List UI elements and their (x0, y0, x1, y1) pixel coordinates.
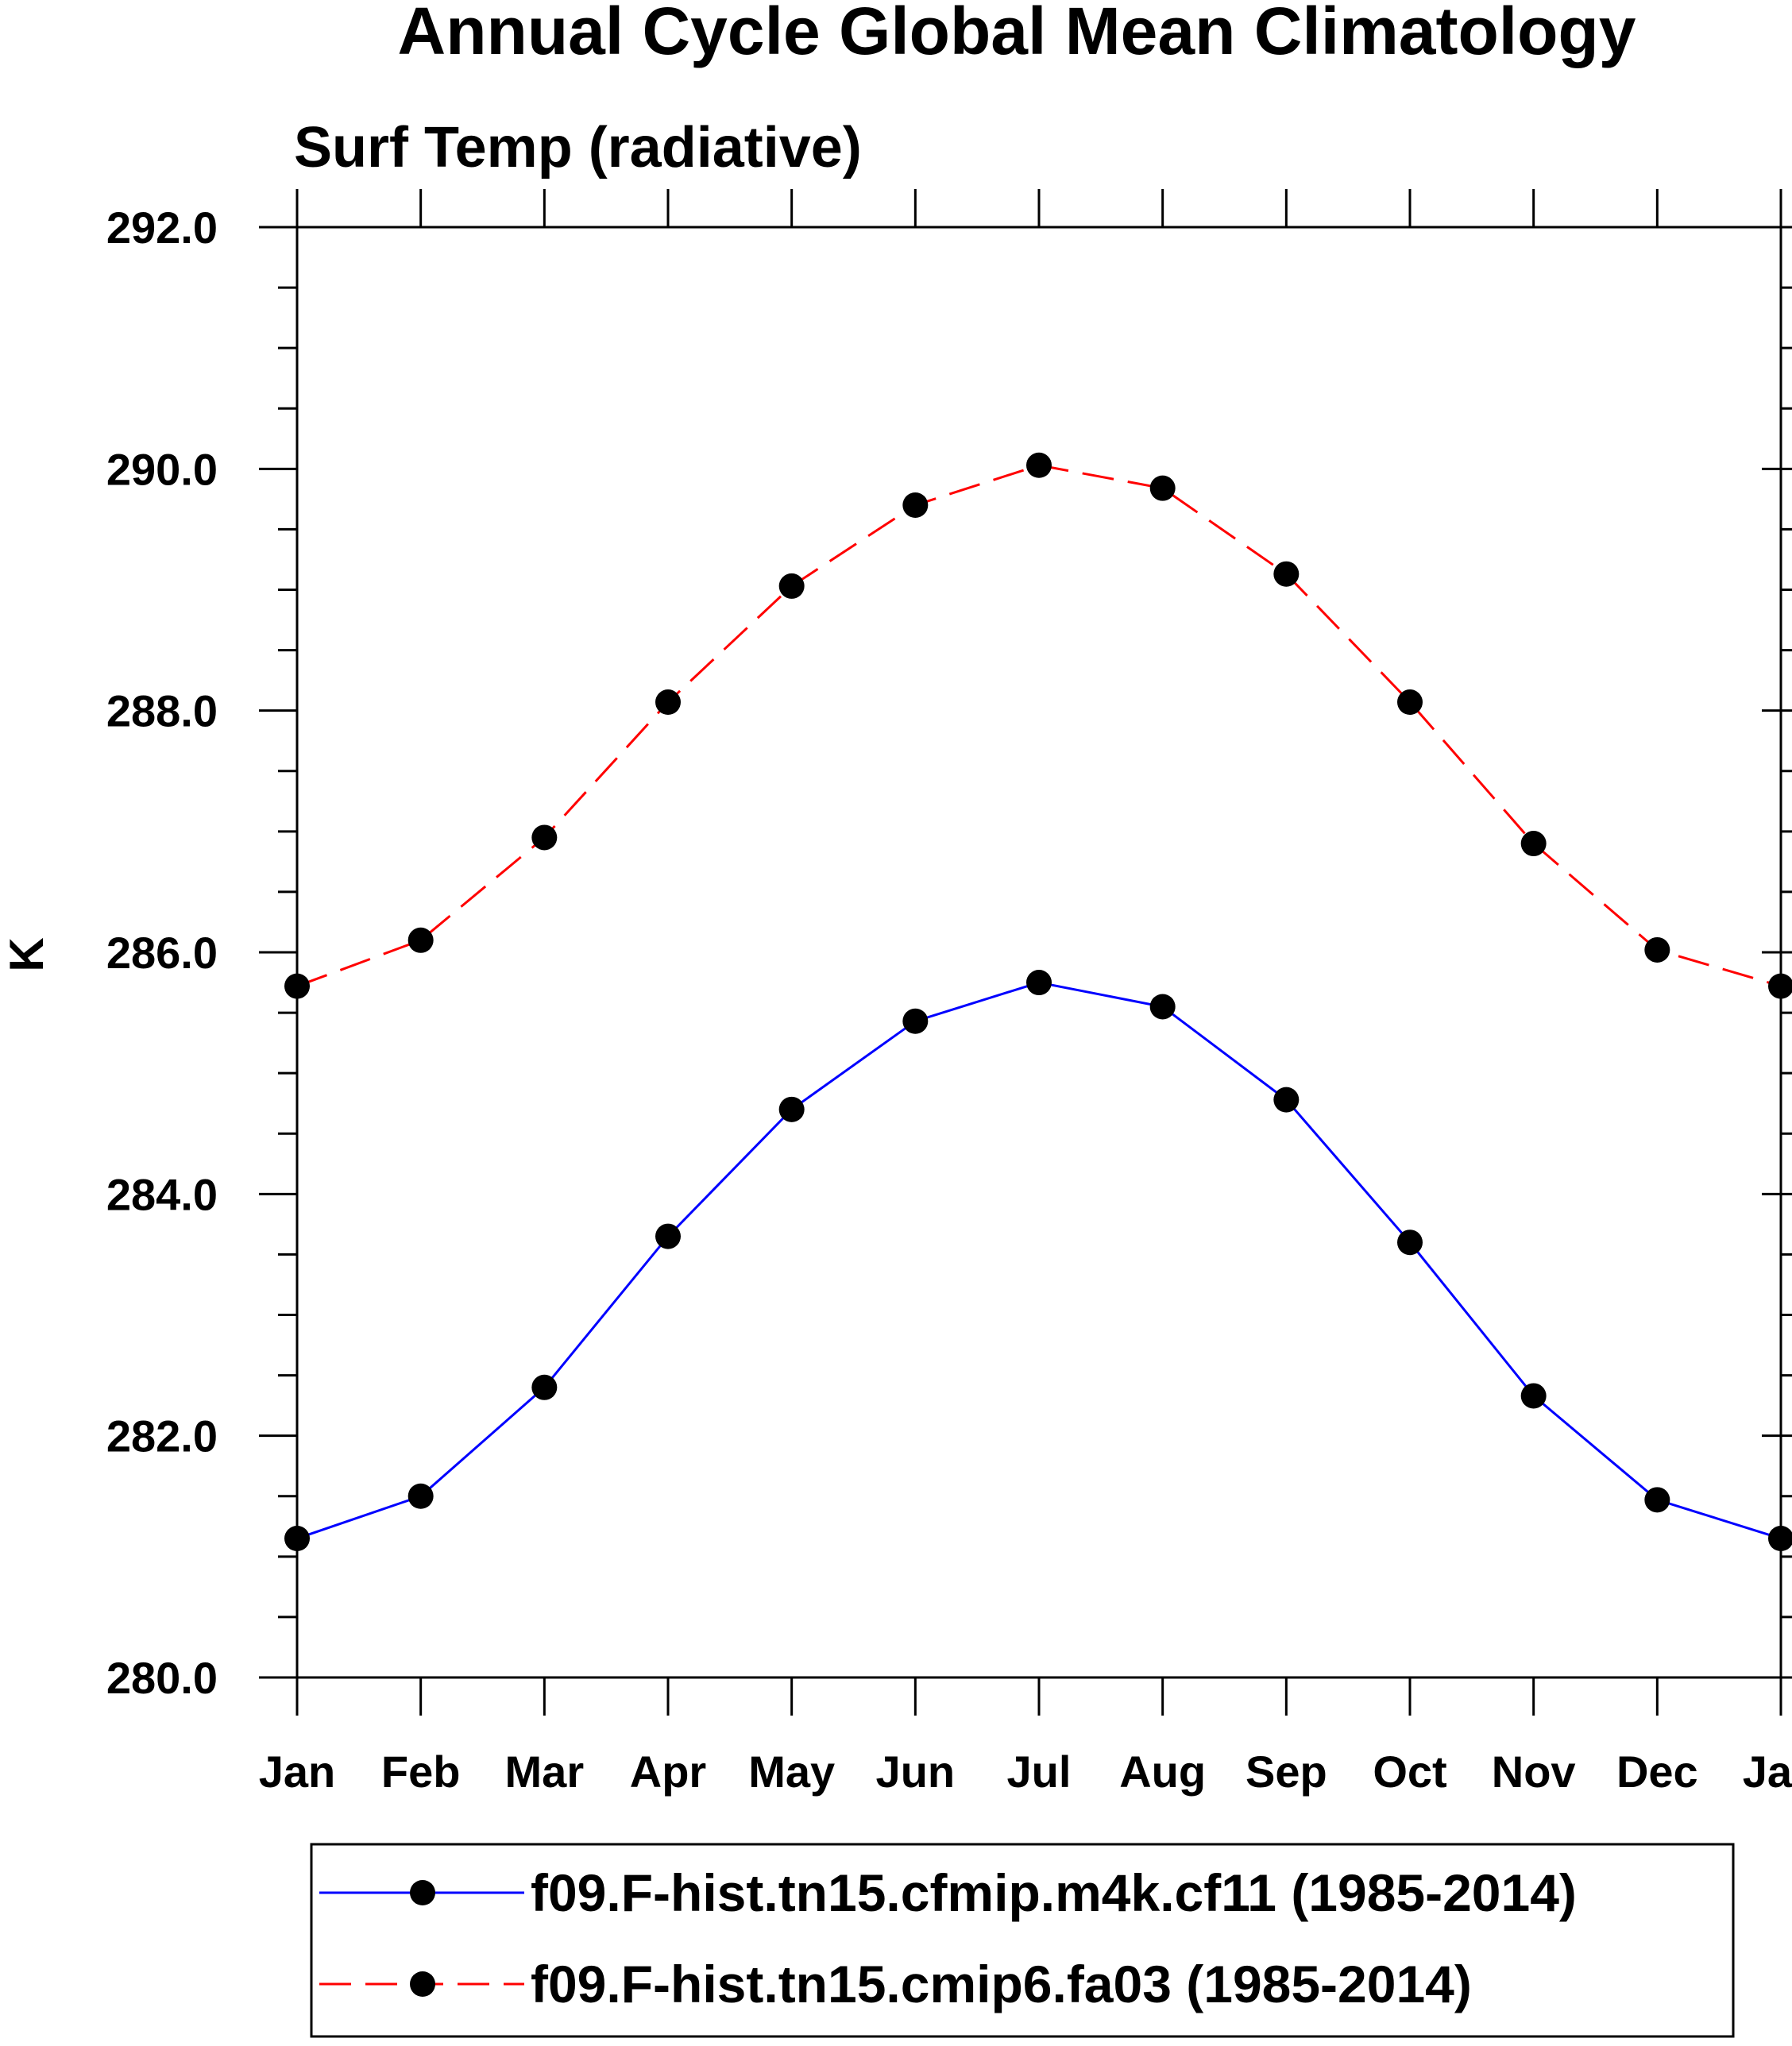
x-tick-label: Jul (1007, 1747, 1072, 1797)
x-tick-label: Nov (1492, 1747, 1576, 1797)
series-2-point (407, 927, 434, 953)
series-1-point (531, 1374, 558, 1400)
legend-label-2: f09.F-hist.tn15.cmip6.fa03 (1985-2014) (531, 1955, 1472, 2013)
x-tick-label: Dec (1616, 1747, 1698, 1797)
series-1-point (778, 1096, 805, 1122)
x-tick-label: Mar (505, 1747, 585, 1797)
series-1-point (1026, 970, 1052, 996)
series-1-point (1644, 1487, 1670, 1513)
series-line-1 (296, 981, 1782, 1540)
x-tick-label: Aug (1119, 1747, 1206, 1797)
series-2-point (778, 573, 805, 599)
x-tick-label: Feb (381, 1747, 461, 1797)
series-2-point (1149, 475, 1176, 501)
plot-frame (295, 226, 1782, 1679)
series-2-point (531, 824, 558, 851)
series-layer (284, 452, 1792, 1552)
series-line-2 (296, 464, 1782, 988)
series-1-point (1520, 1383, 1547, 1409)
series-2-point (1644, 936, 1670, 963)
series-2-point (1273, 561, 1300, 587)
y-tick-label: 284.0 (106, 1169, 218, 1219)
series-1-point (1273, 1087, 1300, 1113)
legend-label-1: f09.F-hist.tn15.cfmip.m4k.cf11 (1985-201… (531, 1863, 1577, 1922)
x-tick-label: Jan (259, 1747, 336, 1797)
legend-marker-2 (410, 1971, 435, 1997)
x-tick-label: May (748, 1747, 835, 1797)
series-1-point (1397, 1230, 1423, 1256)
x-tick-label: Apr (630, 1747, 706, 1797)
series-1-point (902, 1008, 929, 1034)
chart-title: Annual Cycle Global Mean Climatology (398, 0, 1636, 68)
y-tick-label: 286.0 (106, 928, 218, 978)
y-axis-label: K (0, 937, 53, 971)
series-2-point (902, 492, 929, 518)
y-tick-label: 282.0 (106, 1411, 218, 1461)
x-tick-label: Oct (1373, 1747, 1446, 1797)
x-tick-label: Sep (1246, 1747, 1327, 1797)
series-1-point (1149, 994, 1176, 1020)
series-1-point (407, 1483, 434, 1509)
legend-box (310, 1843, 1735, 2038)
series-2-point (655, 689, 681, 716)
ticks-layer: 280.0 282.0 284.0 286.0 288.0 290.0 292.0 Jan Fe… (106, 189, 1792, 1797)
legend-marker-1 (410, 1880, 435, 1905)
series-2-point (1026, 452, 1052, 478)
x-tick-label: Jan (1743, 1747, 1792, 1797)
y-tick-label: 288.0 (106, 686, 218, 736)
chart-subtitle: Surf Temp (radiative) (294, 116, 862, 180)
y-tick-label: 292.0 (106, 203, 218, 253)
y-tick-label: 290.0 (106, 444, 218, 494)
series-2-point (1520, 831, 1547, 857)
y-tick-label: 280.0 (106, 1653, 218, 1703)
legend: f09.F-hist.tn15.cfmip.m4k.cf11 (1985-201… (310, 1843, 1735, 2038)
series-2-point (1397, 689, 1423, 716)
x-tick-label: Jun (876, 1747, 956, 1797)
series-1-point (655, 1223, 681, 1249)
